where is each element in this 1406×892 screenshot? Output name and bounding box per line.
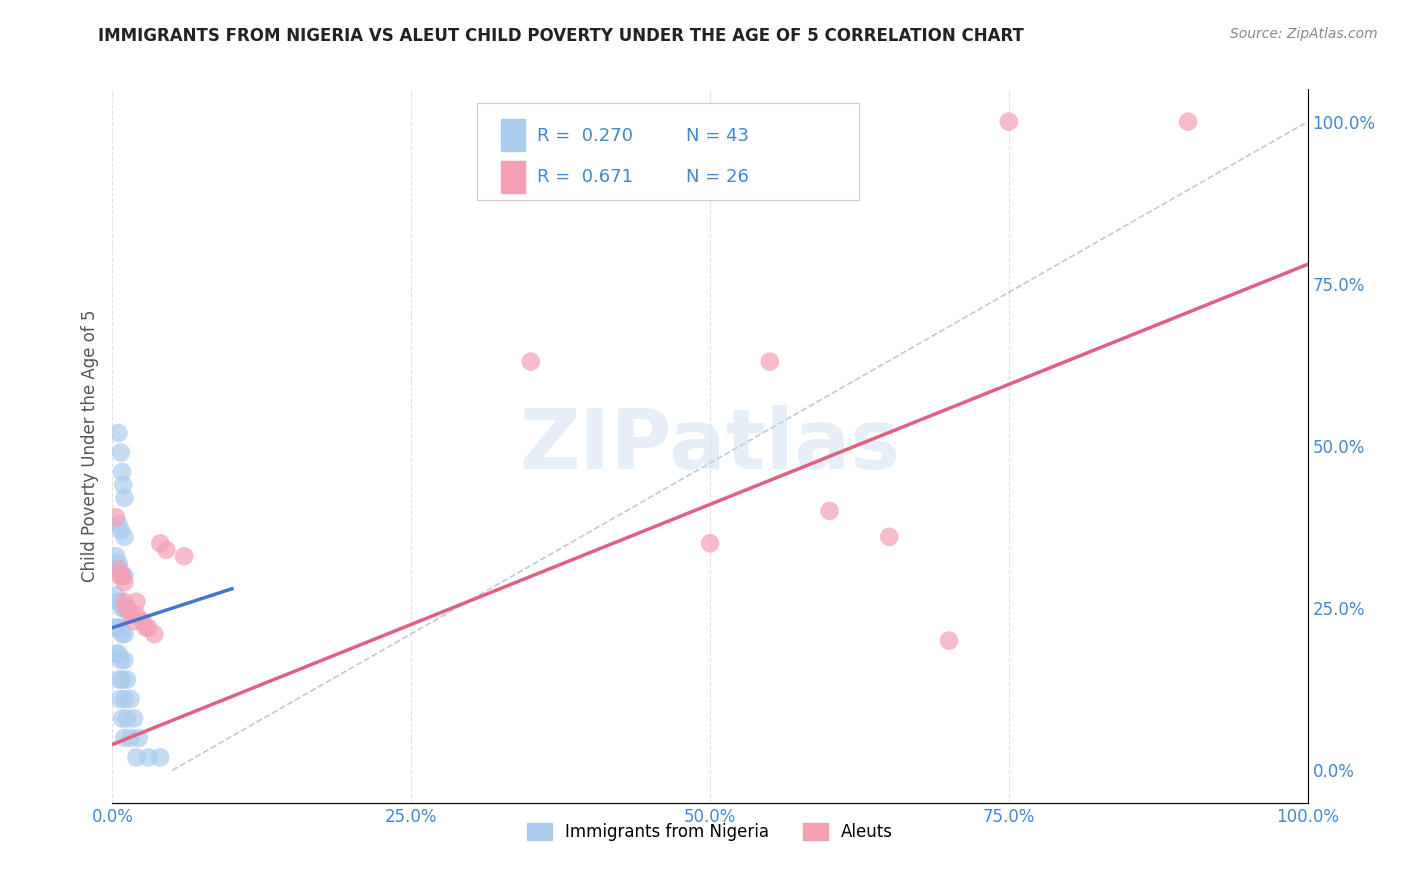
Point — [173, 549, 195, 564]
Point — [107, 562, 129, 576]
Point — [105, 510, 128, 524]
Point — [149, 536, 172, 550]
Point — [938, 633, 960, 648]
Point — [107, 425, 129, 440]
Point — [110, 524, 132, 538]
Text: IMMIGRANTS FROM NIGERIA VS ALEUT CHILD POVERTY UNDER THE AGE OF 5 CORRELATION CH: IMMIGRANTS FROM NIGERIA VS ALEUT CHILD P… — [98, 27, 1025, 45]
Point — [114, 731, 135, 745]
Point — [125, 595, 148, 609]
Point — [110, 653, 132, 667]
Point — [120, 731, 142, 745]
Point — [111, 673, 134, 687]
Legend: Immigrants from Nigeria, Aleuts: Immigrants from Nigeria, Aleuts — [520, 816, 900, 848]
Text: N = 26: N = 26 — [686, 168, 749, 186]
Point — [111, 601, 134, 615]
Point — [112, 478, 135, 492]
Point — [115, 601, 138, 615]
Point — [114, 692, 135, 706]
Point — [108, 562, 131, 576]
Point — [115, 711, 138, 725]
Point — [138, 621, 160, 635]
Point — [122, 614, 145, 628]
Point — [818, 504, 841, 518]
Point — [125, 750, 148, 764]
Point — [114, 568, 135, 582]
FancyBboxPatch shape — [477, 103, 859, 200]
Point — [107, 516, 129, 531]
Point — [105, 595, 128, 609]
Point — [114, 601, 135, 615]
Point — [114, 491, 135, 505]
Point — [759, 354, 782, 368]
Point — [143, 627, 166, 641]
Point — [128, 731, 150, 745]
Point — [120, 692, 142, 706]
Point — [135, 621, 157, 635]
Point — [155, 542, 177, 557]
Point — [879, 530, 901, 544]
Text: Source: ZipAtlas.com: Source: ZipAtlas.com — [1230, 27, 1378, 41]
Point — [125, 607, 148, 622]
Point — [520, 354, 543, 368]
Point — [114, 530, 135, 544]
Point — [120, 607, 142, 622]
Point — [108, 692, 131, 706]
Point — [110, 445, 132, 459]
Point — [108, 621, 131, 635]
Point — [114, 627, 135, 641]
Point — [105, 621, 128, 635]
Point — [149, 750, 172, 764]
Point — [111, 568, 134, 582]
Point — [699, 536, 721, 550]
Point — [1177, 114, 1199, 128]
Bar — [501, 120, 524, 152]
Point — [114, 653, 135, 667]
Point — [108, 568, 131, 582]
Point — [111, 711, 134, 725]
Point — [111, 627, 134, 641]
Point — [105, 549, 128, 564]
Text: ZIPatlas: ZIPatlas — [520, 406, 900, 486]
Point — [131, 614, 153, 628]
Point — [107, 673, 129, 687]
Y-axis label: Child Poverty Under the Age of 5: Child Poverty Under the Age of 5 — [80, 310, 98, 582]
Text: N = 43: N = 43 — [686, 127, 749, 145]
Point — [107, 647, 129, 661]
Point — [122, 711, 145, 725]
Point — [105, 647, 128, 661]
Point — [998, 114, 1021, 128]
Point — [104, 621, 127, 635]
Point — [115, 673, 138, 687]
Point — [111, 465, 134, 479]
Point — [108, 595, 131, 609]
Point — [114, 595, 135, 609]
Point — [138, 750, 160, 764]
Point — [115, 601, 138, 615]
Point — [114, 575, 135, 590]
Point — [111, 568, 134, 582]
Text: R =  0.270: R = 0.270 — [537, 127, 633, 145]
Point — [105, 588, 128, 602]
Bar — [501, 161, 524, 193]
Text: R =  0.671: R = 0.671 — [537, 168, 633, 186]
Point — [107, 556, 129, 570]
